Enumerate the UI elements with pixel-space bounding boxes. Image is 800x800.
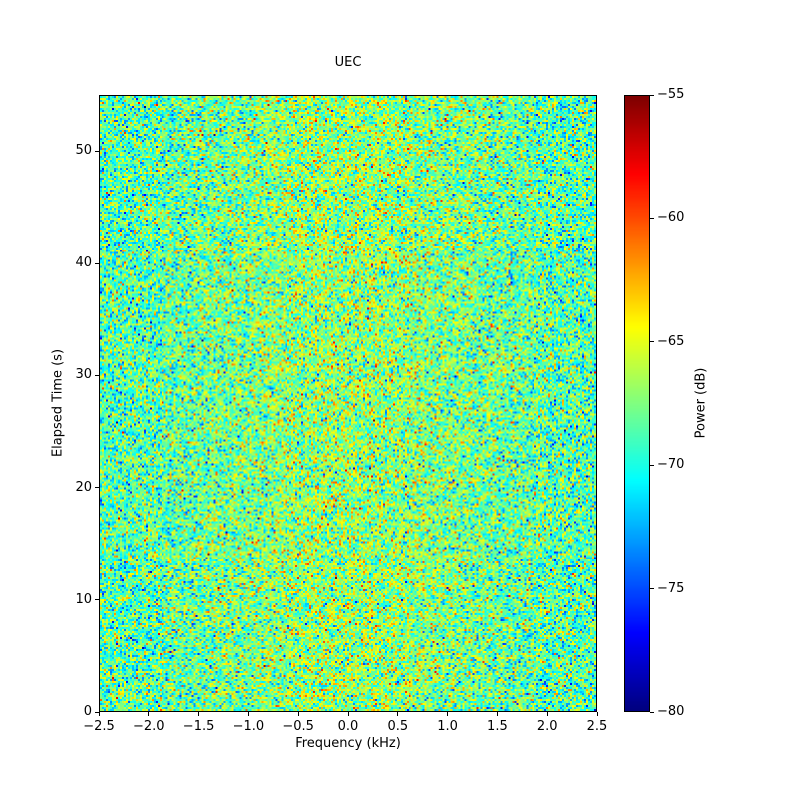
colorbar-label: Power (dB) [693, 367, 709, 439]
x-tick [148, 712, 150, 716]
x-tick-label: 1.5 [487, 719, 508, 734]
x-tick-label: −2.0 [133, 719, 165, 734]
colorbar-tick-label: −70 [657, 457, 685, 473]
colorbar-tick [650, 94, 654, 96]
x-tick [247, 712, 249, 716]
x-tick [347, 712, 349, 716]
y-tick-label: 0 [83, 704, 92, 719]
colorbar-tick-label: −55 [657, 87, 685, 102]
spectrogram-canvas [100, 96, 596, 711]
y-tick [95, 487, 99, 489]
x-tick-label: 2.0 [536, 719, 558, 734]
colorbar-tick-label: −80 [657, 704, 685, 719]
y-tick [95, 374, 99, 376]
x-tick [297, 712, 299, 716]
y-tick [95, 150, 99, 152]
y-tick-label: 50 [75, 143, 92, 159]
y-tick [95, 262, 99, 264]
x-tick-label: −2.5 [83, 719, 115, 734]
x-axis-label: Frequency (kHz) [295, 736, 401, 751]
x-tick [546, 712, 548, 716]
x-tick [447, 712, 449, 716]
colorbar-tick-label: −75 [657, 580, 685, 596]
x-tick [496, 712, 498, 716]
x-tick-label: −0.5 [282, 719, 314, 734]
y-tick-label: 30 [75, 367, 92, 383]
x-tick-label: 0.0 [337, 719, 359, 734]
x-tick [397, 712, 399, 716]
colorbar-tick [650, 588, 654, 590]
y-tick-label: 40 [75, 255, 92, 271]
y-tick [95, 599, 99, 601]
colorbar-tick [650, 464, 654, 466]
y-tick-label: 20 [75, 479, 92, 495]
x-tick-label: −1.5 [182, 719, 215, 734]
x-tick-label: −1.0 [232, 719, 265, 734]
plot-area [99, 95, 597, 712]
x-tick [596, 712, 598, 716]
y-tick [95, 711, 99, 713]
colorbar-tick [650, 217, 654, 219]
x-tick-label: 2.5 [586, 719, 608, 734]
chart-title: UEC [334, 55, 362, 70]
colorbar [624, 95, 650, 712]
colorbar-tick-label: −65 [657, 333, 685, 349]
x-tick-label: 1.0 [437, 719, 458, 734]
colorbar-tick [650, 341, 654, 343]
y-tick-label: 10 [75, 591, 92, 607]
colorbar-canvas [625, 96, 649, 711]
x-tick [98, 712, 100, 716]
colorbar-tick [650, 711, 654, 713]
colorbar-tick-label: −60 [657, 210, 685, 226]
x-tick-label: 0.5 [387, 719, 409, 734]
x-tick [198, 712, 200, 716]
